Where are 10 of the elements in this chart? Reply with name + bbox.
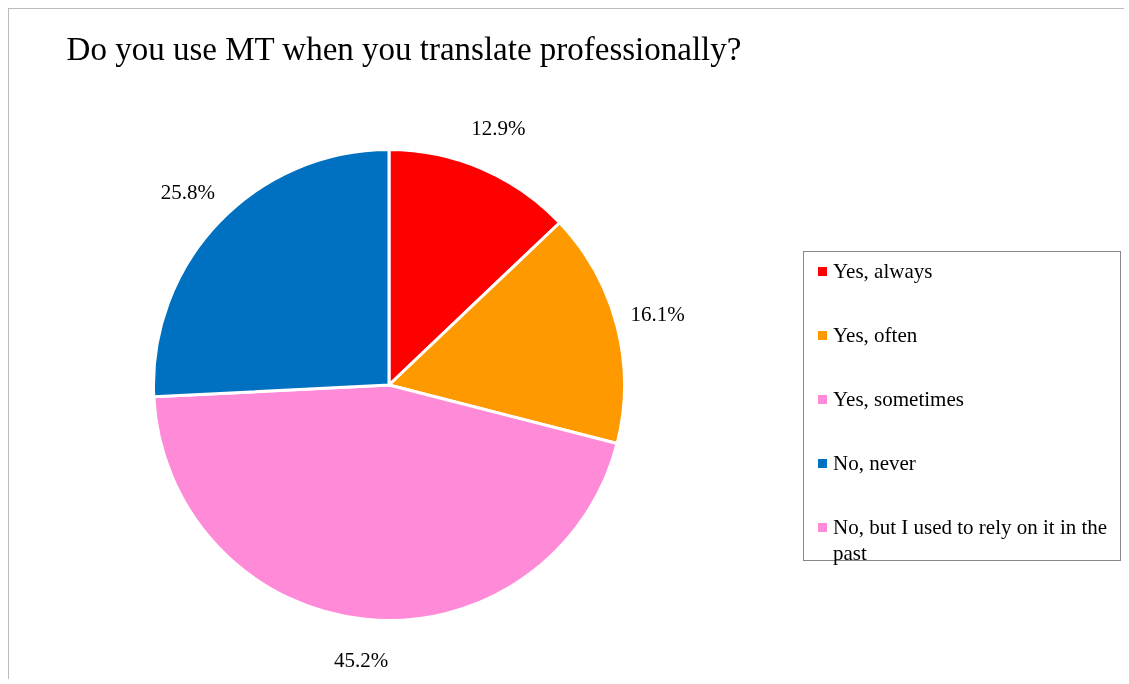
legend-label: Yes, sometimes <box>833 386 964 412</box>
chart-title: Do you use MT when you translate professionally? <box>65 31 743 68</box>
legend-label: Yes, always <box>833 258 933 284</box>
data-label: 16.1% <box>630 301 685 326</box>
legend-label: No, never <box>833 450 916 476</box>
data-label: 45.2% <box>334 647 389 672</box>
data-label: 12.9% <box>471 116 526 141</box>
data-label: 25.8% <box>160 180 216 205</box>
legend-label: No, but I used to rely on it in the past <box>833 514 1109 566</box>
legend-label: Yes, often <box>833 322 918 348</box>
